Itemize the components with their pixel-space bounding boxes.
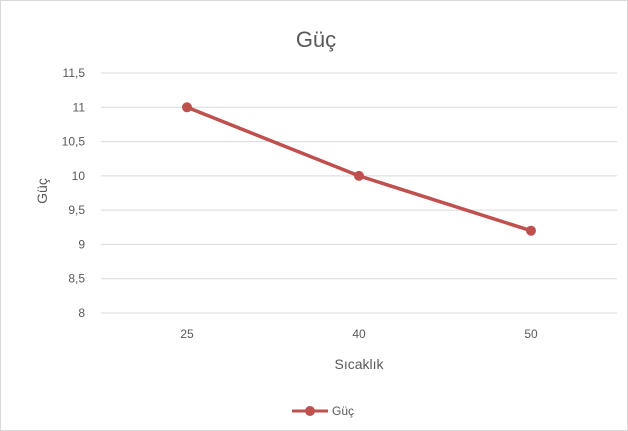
y-tick-label: 10 [72, 169, 86, 183]
x-tick-label: 25 [180, 327, 194, 341]
series-line [186, 105, 532, 233]
y-tick-label: 9,5 [68, 203, 85, 217]
y-tick-label: 8 [78, 306, 85, 320]
x-tick-label: 50 [524, 327, 538, 341]
x-axis-label: Sıcaklık [334, 356, 384, 372]
y-tick-label: 10,5 [62, 135, 86, 149]
legend-marker [305, 406, 315, 416]
data-point [182, 102, 192, 113]
data-point [354, 170, 364, 181]
legend-label: Güç [332, 404, 354, 418]
x-axis-ticks: 25 40 50 [180, 327, 538, 341]
series-group [182, 102, 536, 236]
x-tick-label: 40 [352, 327, 366, 341]
data-point [526, 225, 536, 236]
legend: Güç [292, 404, 354, 418]
y-tick-label: 11 [73, 100, 86, 114]
y-tick-label: 11,5 [63, 66, 86, 80]
y-tick-label: 8,5 [68, 272, 85, 286]
y-tick-label: 9 [78, 237, 85, 251]
y-axis-ticks: 8 8,5 9 9,5 10 10,5 11 11,5 [62, 66, 86, 320]
gridlines [101, 72, 617, 314]
chart-title: Güç [296, 27, 336, 52]
y-axis-label: Güç [34, 178, 50, 204]
